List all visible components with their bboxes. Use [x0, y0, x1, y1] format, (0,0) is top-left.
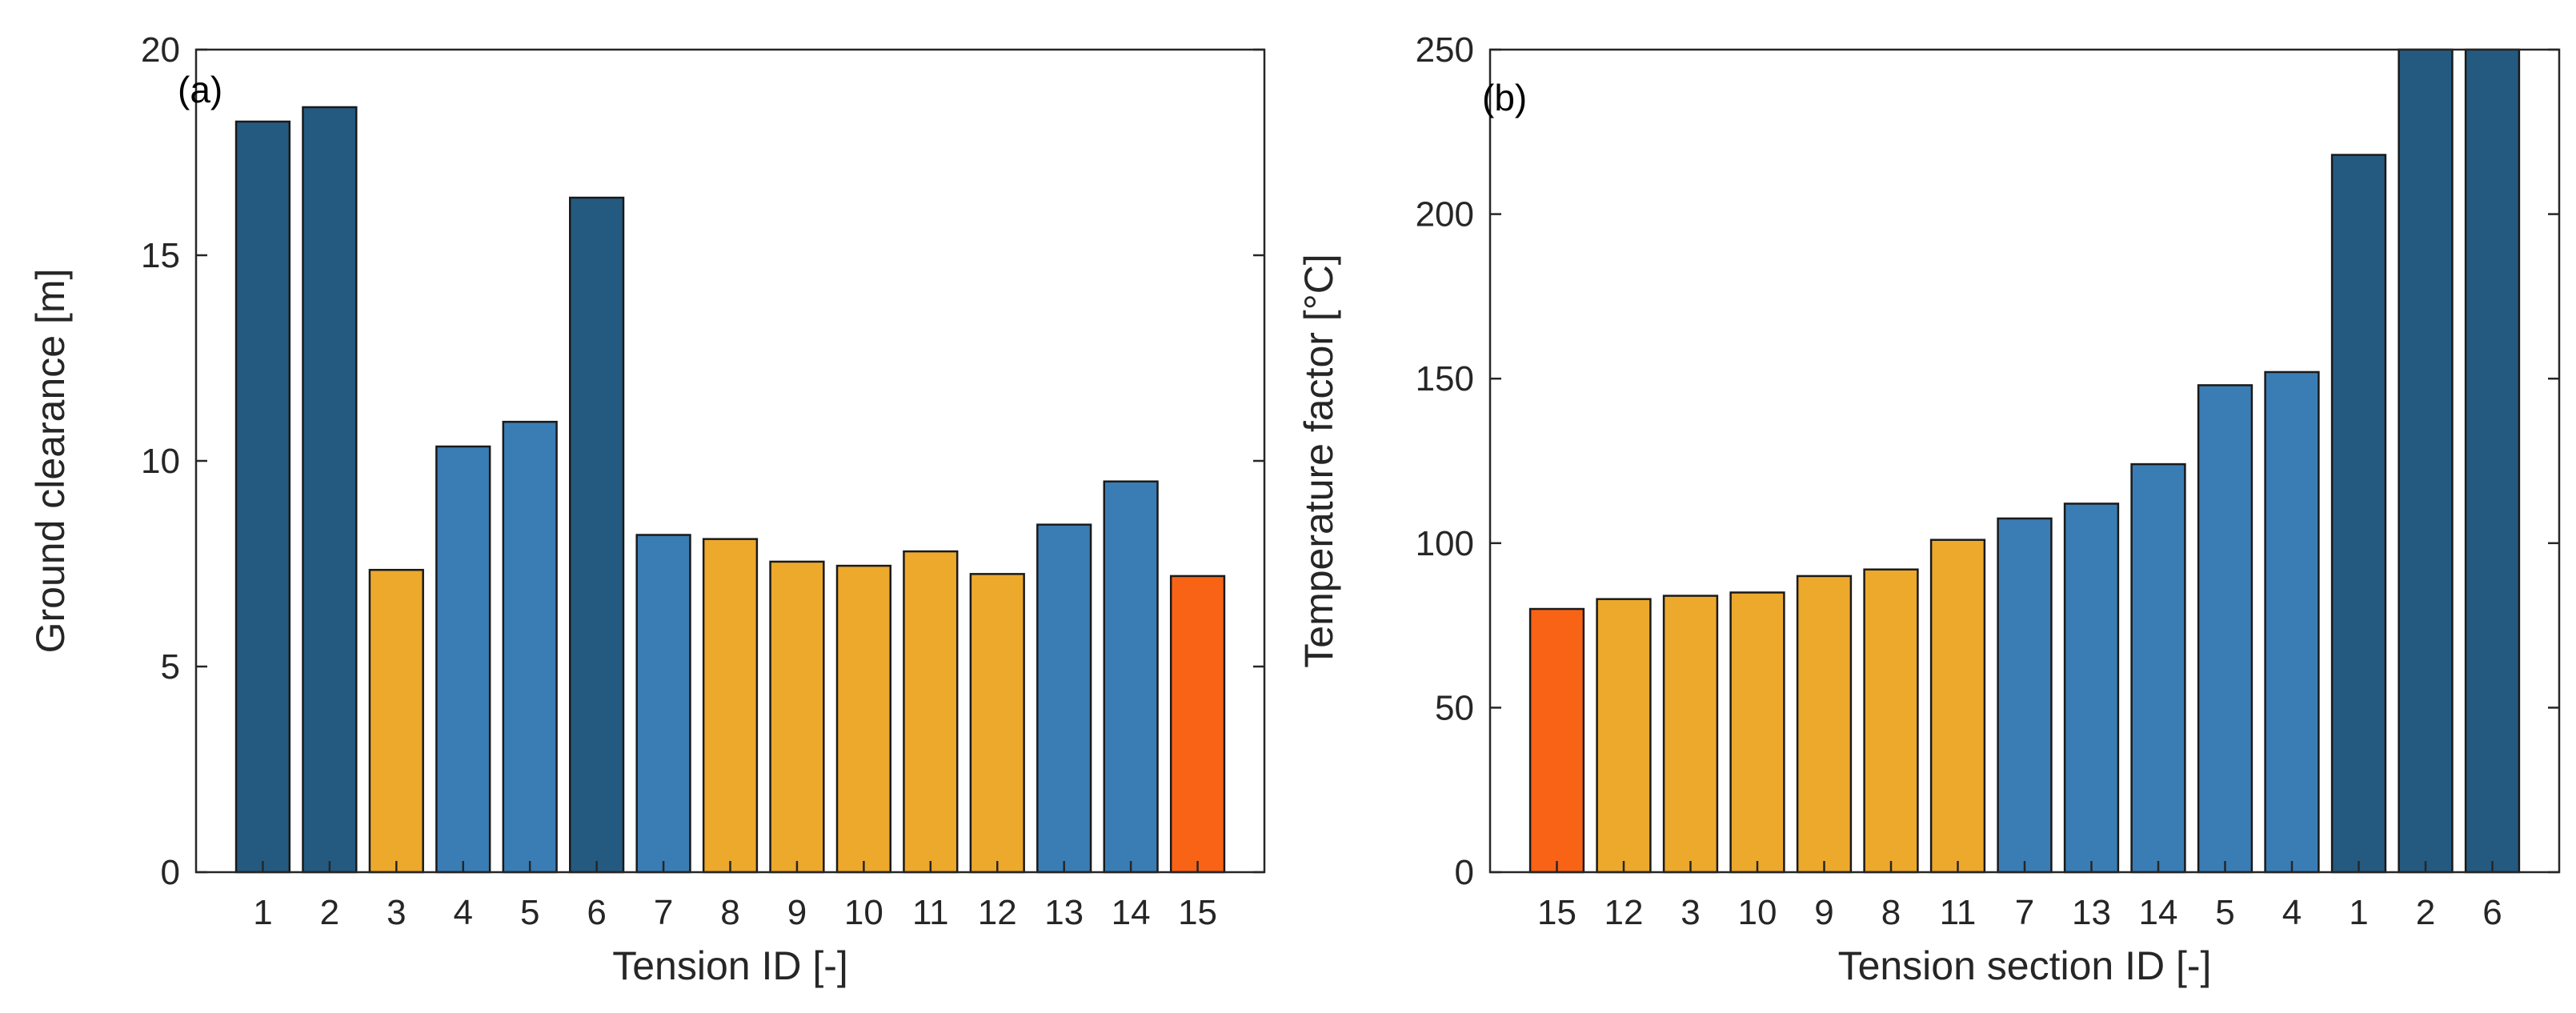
- x-tick-label: 9: [787, 893, 807, 932]
- bar-4: [435, 445, 491, 874]
- x-tick-label: 12: [1604, 893, 1644, 932]
- x-tick-label: 3: [1681, 893, 1700, 932]
- x-tick-label: 14: [1112, 893, 1151, 932]
- y-tick-label: 5: [161, 647, 180, 687]
- y-tick-label: 250: [1416, 30, 1474, 70]
- x-tick-label: 11: [912, 893, 949, 932]
- x-tick-label: 6: [587, 893, 606, 932]
- bar-15: [1528, 607, 1585, 874]
- x-tick-label: 9: [1814, 893, 1833, 932]
- bar-5: [2197, 384, 2253, 874]
- y-tick-label: 15: [141, 236, 180, 275]
- x-tick-label: 8: [720, 893, 739, 932]
- x-tick-label: 5: [2215, 893, 2234, 932]
- bar-8: [1863, 568, 1919, 874]
- bar-2: [2398, 48, 2454, 874]
- bar-13: [1036, 523, 1092, 874]
- y-tick-label: 200: [1416, 195, 1474, 234]
- x-tick-label: 4: [454, 893, 473, 932]
- x-tick-label: 15: [1537, 893, 1576, 932]
- bar-15: [1169, 575, 1226, 874]
- bar-11: [1929, 539, 1986, 874]
- x-tick-label: 5: [520, 893, 539, 932]
- x-tick-label: 11: [1940, 893, 1977, 932]
- x-tick-label: 8: [1881, 893, 1901, 932]
- bar-9: [769, 560, 825, 874]
- bar-3: [368, 568, 424, 874]
- y-tick-label: 20: [141, 30, 180, 70]
- bar-3: [1662, 595, 1719, 874]
- bar-6: [569, 196, 625, 874]
- y-axis-title: Ground clearance [m]: [28, 269, 73, 654]
- bar-8: [702, 538, 759, 874]
- x-tick-label: 1: [253, 893, 272, 932]
- bar-5: [502, 420, 558, 874]
- x-tick-label: 3: [387, 893, 406, 932]
- y-tick-label: 0: [161, 853, 180, 892]
- bar-7: [1997, 517, 2053, 874]
- bar-7: [635, 534, 691, 874]
- bar-1: [2330, 154, 2387, 874]
- x-tick-label: 7: [654, 893, 673, 932]
- bar-9: [1796, 575, 1853, 874]
- bar-1: [234, 120, 291, 874]
- bar-12: [1596, 598, 1652, 874]
- bar-13: [2063, 502, 2120, 874]
- bar-4: [2264, 370, 2320, 874]
- x-axis-title: Tension ID [-]: [612, 943, 848, 988]
- y-tick-label: 150: [1416, 359, 1474, 398]
- bar-10: [1729, 591, 1785, 874]
- x-tick-label: 1: [2349, 893, 2368, 932]
- x-tick-label: 6: [2482, 893, 2502, 932]
- bar-14: [1103, 480, 1159, 874]
- x-tick-label: 2: [320, 893, 339, 932]
- bar-14: [2130, 462, 2186, 874]
- x-tick-label: 13: [1044, 893, 1084, 932]
- x-tick-label: 13: [2072, 893, 2111, 932]
- bar-6: [2464, 48, 2521, 874]
- x-tick-label: 12: [978, 893, 1017, 932]
- panel-label: (a): [178, 69, 222, 110]
- y-tick-label: 50: [1435, 688, 1474, 727]
- bar-10: [835, 564, 891, 874]
- bar-11: [903, 550, 959, 874]
- bar-2: [302, 106, 358, 874]
- x-tick-label: 10: [844, 893, 883, 932]
- x-axis-title: Tension section ID [-]: [1838, 943, 2212, 988]
- x-tick-label: 15: [1178, 893, 1217, 932]
- bar-12: [969, 573, 1025, 874]
- y-tick-label: 0: [1455, 853, 1474, 892]
- y-axis-title: Temperature factor [°C]: [1296, 254, 1341, 667]
- x-tick-label: 4: [2282, 893, 2302, 932]
- panel-label: (b): [1482, 77, 1527, 118]
- x-tick-label: 2: [2416, 893, 2435, 932]
- y-tick-label: 10: [141, 442, 180, 481]
- x-tick-label: 10: [1738, 893, 1777, 932]
- x-tick-label: 14: [2139, 893, 2178, 932]
- y-tick-label: 100: [1416, 524, 1474, 563]
- x-tick-label: 7: [2015, 893, 2034, 932]
